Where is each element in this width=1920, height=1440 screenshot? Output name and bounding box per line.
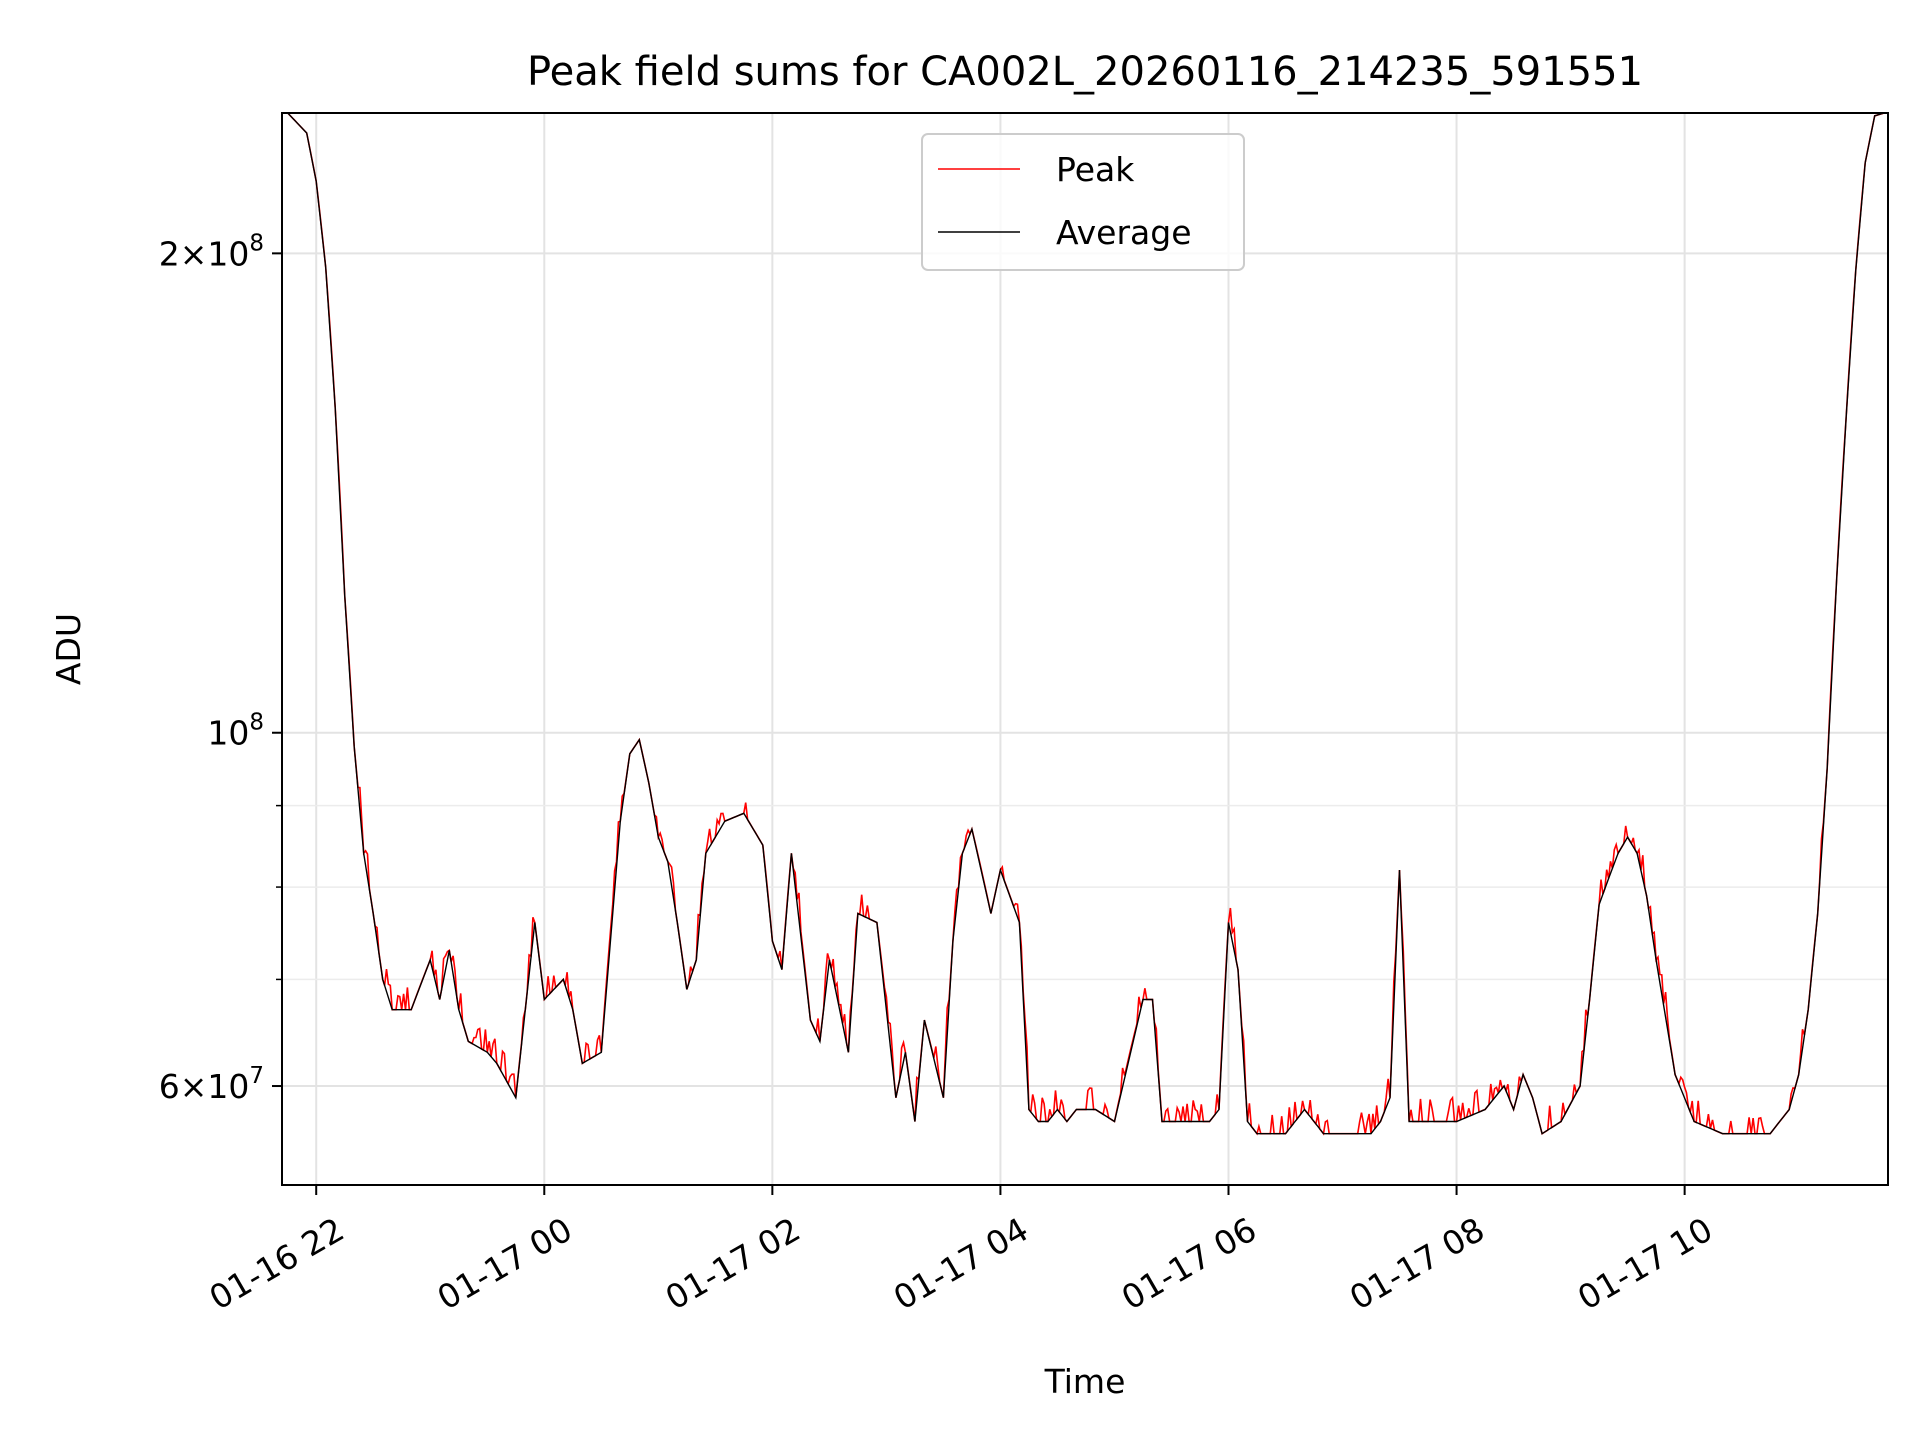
y-axis-label: ADU bbox=[49, 613, 88, 685]
legend-label-peak: Peak bbox=[1056, 150, 1135, 189]
x-axis-label: Time bbox=[1044, 1362, 1126, 1401]
y-tick-label: 2×108 bbox=[159, 230, 264, 273]
legend-box bbox=[921, 133, 1245, 271]
legend: Peak Average bbox=[921, 133, 1245, 271]
chart-title: Peak field sums for CA002L_20260116_2142… bbox=[527, 49, 1643, 95]
series-line-average bbox=[287, 113, 1885, 1135]
y-tick-label: 108 bbox=[207, 710, 264, 753]
legend-label-average: Average bbox=[1056, 213, 1192, 252]
series-lines bbox=[287, 113, 1885, 1136]
plot-area-frame bbox=[281, 112, 1889, 1186]
y-tick-label: 6×107 bbox=[159, 1063, 264, 1106]
